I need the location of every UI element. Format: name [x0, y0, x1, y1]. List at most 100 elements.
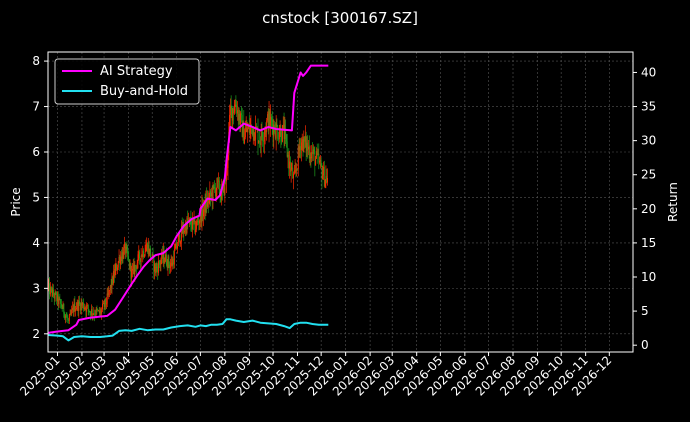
- y-right-tick-label: 15: [641, 236, 656, 250]
- candle-body: [175, 242, 177, 249]
- candle-body: [85, 308, 87, 312]
- candle-body: [162, 250, 164, 259]
- candle-body: [182, 226, 184, 234]
- y-left-tick-label: 3: [32, 281, 40, 295]
- candle-body: [223, 183, 225, 195]
- candle-body: [225, 169, 227, 182]
- candle-body: [94, 314, 96, 316]
- y-right-tick-label: 10: [641, 270, 656, 284]
- candle-body: [253, 128, 255, 141]
- candle-body: [94, 313, 96, 315]
- candle-body: [179, 233, 181, 244]
- candle-body: [113, 271, 114, 284]
- candle-body: [165, 254, 167, 262]
- candle-body: [289, 161, 291, 169]
- candle-body: [139, 251, 141, 259]
- buy-and-hold-line: [47, 318, 329, 342]
- y-left-tick-label: 6: [32, 145, 40, 159]
- candle-body: [60, 303, 62, 308]
- candle-body: [295, 170, 297, 171]
- candle-body: [97, 310, 99, 311]
- candle-body: [68, 319, 69, 321]
- candle-body: [126, 246, 128, 250]
- candle-body: [55, 292, 57, 294]
- candle-body: [102, 303, 103, 310]
- candle-body: [142, 250, 144, 257]
- candle-body: [276, 123, 278, 128]
- candle-body: [51, 288, 53, 297]
- candle-body: [216, 178, 218, 190]
- legend-label-buy-and-hold: Buy-and-Hold: [100, 84, 188, 99]
- candle-body: [289, 161, 291, 172]
- candle-body: [105, 303, 107, 305]
- candle-body: [300, 142, 302, 150]
- candle-body: [195, 229, 197, 233]
- candle-body: [180, 225, 182, 242]
- candle-body: [167, 256, 169, 269]
- candle-body: [71, 310, 73, 315]
- candle-body: [150, 248, 152, 258]
- candle-body: [233, 111, 235, 114]
- candle-body: [124, 243, 126, 248]
- candle-body: [155, 266, 157, 273]
- candle-body: [260, 128, 262, 145]
- candle-body: [144, 251, 146, 256]
- candle-body: [110, 284, 112, 288]
- candle-body: [297, 168, 298, 170]
- candle-body: [168, 256, 170, 265]
- candle-body: [103, 302, 105, 307]
- candle-body: [100, 311, 102, 314]
- candle-body: [165, 254, 167, 266]
- candle-body: [257, 128, 259, 144]
- candle-body: [109, 290, 111, 292]
- price-candles: [47, 95, 328, 324]
- candle-body: [254, 139, 256, 141]
- candle-body: [108, 290, 110, 295]
- candle-body: [98, 309, 99, 311]
- candle-body: [240, 113, 242, 125]
- candle-body: [246, 127, 248, 133]
- candle-body: [67, 317, 69, 320]
- candle-body: [180, 241, 182, 244]
- candle-body: [238, 113, 240, 121]
- candle-body: [134, 265, 136, 275]
- candle-body: [319, 161, 321, 163]
- candle-body: [86, 305, 88, 312]
- candle-body: [76, 302, 78, 309]
- candle-body: [53, 295, 55, 299]
- candle-body: [191, 225, 193, 230]
- candle-body: [68, 315, 70, 321]
- candle-body: [98, 309, 100, 314]
- candle-body: [316, 151, 318, 155]
- candle-body: [255, 126, 257, 129]
- candle-body: [61, 307, 63, 309]
- candle-body: [176, 242, 178, 249]
- candle-body: [171, 262, 173, 266]
- candle-body: [157, 267, 159, 273]
- candle-body: [177, 237, 179, 247]
- candle-body: [227, 155, 229, 169]
- candle-body: [63, 303, 65, 314]
- candle-body: [125, 246, 127, 254]
- candle-body: [59, 298, 61, 300]
- candle-body: [130, 263, 132, 279]
- candle-body: [209, 190, 211, 197]
- candle-body: [79, 301, 81, 304]
- candle-body: [154, 263, 156, 273]
- candle-body: [143, 255, 145, 258]
- candle-body: [304, 136, 306, 142]
- candle-body: [72, 307, 74, 313]
- candle-body: [214, 188, 216, 197]
- candle-body: [177, 246, 178, 249]
- candle-body: [230, 105, 232, 107]
- y-right-tick-label: 5: [641, 304, 649, 318]
- y-axis-right-label: Return: [666, 182, 680, 222]
- candle-body: [270, 116, 272, 126]
- candle-body: [305, 135, 307, 151]
- candle-body: [252, 128, 254, 136]
- candle-body: [80, 302, 82, 311]
- candle-body: [267, 114, 269, 131]
- candle-body: [116, 264, 118, 271]
- candle-body: [197, 221, 199, 223]
- candle-body: [285, 134, 287, 142]
